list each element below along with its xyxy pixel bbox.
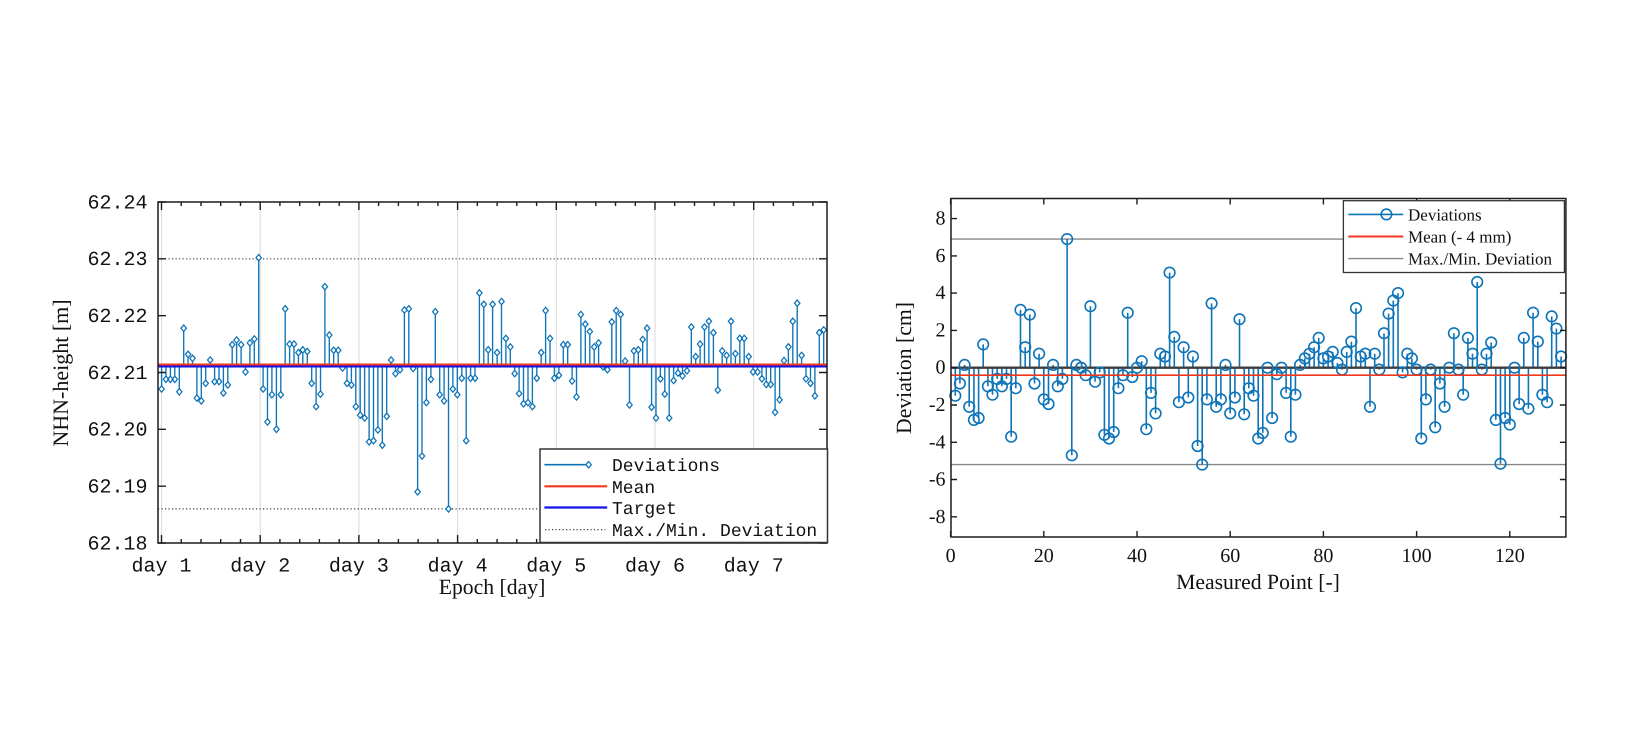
svg-text:-8: -8 bbox=[929, 506, 946, 528]
svg-text:62.20: 62.20 bbox=[87, 420, 147, 443]
svg-text:120: 120 bbox=[1495, 545, 1525, 567]
svg-text:day 2: day 2 bbox=[230, 556, 290, 579]
svg-text:60: 60 bbox=[1220, 545, 1240, 567]
svg-text:62.19: 62.19 bbox=[87, 477, 147, 500]
svg-text:20: 20 bbox=[1034, 545, 1054, 567]
svg-text:day 3: day 3 bbox=[329, 556, 389, 579]
svg-text:8: 8 bbox=[936, 208, 946, 230]
svg-text:-4: -4 bbox=[929, 431, 946, 453]
svg-text:62.23: 62.23 bbox=[87, 249, 147, 272]
svg-text:80: 80 bbox=[1313, 545, 1333, 567]
svg-text:day 7: day 7 bbox=[724, 556, 784, 579]
svg-text:day 6: day 6 bbox=[625, 556, 685, 579]
svg-text:2: 2 bbox=[936, 319, 946, 341]
svg-text:Deviations: Deviations bbox=[612, 457, 720, 477]
svg-text:40: 40 bbox=[1127, 545, 1147, 567]
svg-text:4: 4 bbox=[936, 282, 946, 304]
svg-text:NHN-height [m]: NHN-height [m] bbox=[48, 299, 73, 446]
svg-text:Mean: Mean bbox=[612, 479, 655, 499]
svg-text:Max./Min. Deviation: Max./Min. Deviation bbox=[1408, 250, 1553, 269]
svg-text:62.18: 62.18 bbox=[87, 533, 147, 556]
svg-text:Deviations: Deviations bbox=[1408, 205, 1482, 224]
svg-text:6: 6 bbox=[936, 245, 946, 267]
svg-text:Mean (- 4 mm): Mean (- 4 mm) bbox=[1408, 228, 1511, 247]
svg-text:62.24: 62.24 bbox=[87, 192, 147, 215]
svg-text:100: 100 bbox=[1402, 545, 1432, 567]
svg-text:-6: -6 bbox=[929, 469, 946, 491]
svg-text:-2: -2 bbox=[929, 394, 946, 416]
svg-text:Measured Point [-]: Measured Point [-] bbox=[1176, 570, 1340, 594]
svg-text:day 5: day 5 bbox=[526, 556, 586, 579]
svg-text:0: 0 bbox=[946, 545, 956, 567]
svg-text:0: 0 bbox=[936, 357, 946, 379]
svg-text:62.22: 62.22 bbox=[87, 306, 147, 329]
svg-text:62.21: 62.21 bbox=[87, 363, 147, 386]
svg-text:Epoch [day]: Epoch [day] bbox=[439, 575, 546, 599]
svg-text:day 1: day 1 bbox=[131, 556, 191, 579]
svg-text:Deviation [cm]: Deviation [cm] bbox=[892, 302, 916, 434]
svg-text:Target: Target bbox=[612, 500, 677, 520]
svg-text:day 4: day 4 bbox=[428, 556, 488, 579]
svg-text:Max./Min. Deviation: Max./Min. Deviation bbox=[612, 522, 817, 542]
